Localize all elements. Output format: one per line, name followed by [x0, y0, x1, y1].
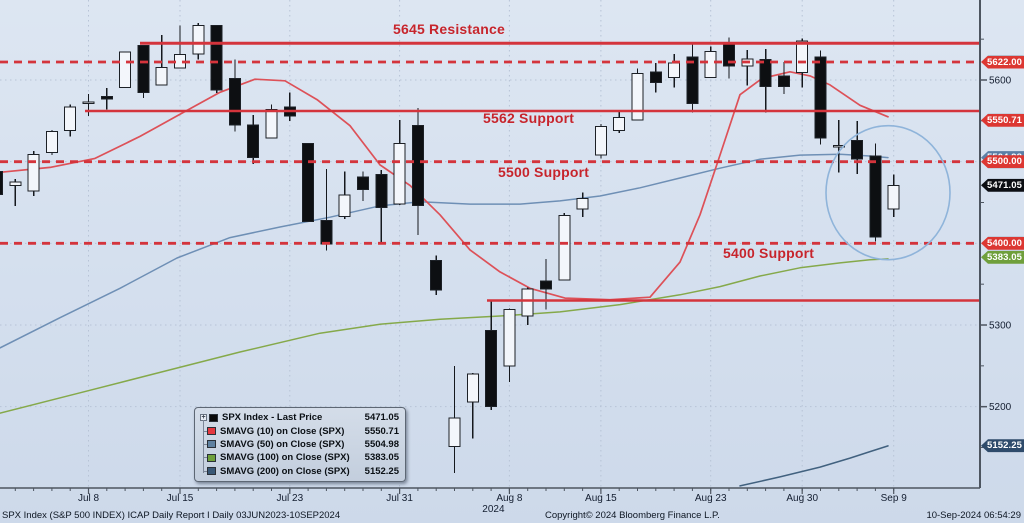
price-badge: 5500.00 [981, 155, 1024, 169]
legend-series-label: SMAVG (10) on Close (SPX) [220, 425, 345, 437]
price-badge: 5152.25 [981, 439, 1024, 453]
support-resistance-lines [0, 41, 980, 302]
legend-tree-connector [203, 443, 207, 445]
price-badge: 5400.00 [981, 236, 1024, 250]
svg-text:Jul 31: Jul 31 [386, 493, 413, 504]
legend-series-value: 5550.71 [364, 425, 399, 437]
legend-row[interactable]: SMAVG (10) on Close (SPX) 5550.71 [200, 424, 399, 437]
svg-text:5600: 5600 [989, 76, 1012, 87]
price-badge: 5383.05 [981, 250, 1024, 264]
annotation-5562-support: 5562 Support [483, 110, 575, 126]
legend-series-value: 5504.98 [364, 438, 399, 450]
svg-text:Jul 23: Jul 23 [276, 493, 303, 504]
chart-legend[interactable]: + SPX Index - Last Price 5471.05 SMAVG (10)… [194, 407, 406, 482]
svg-text:Aug 15: Aug 15 [585, 493, 617, 504]
annotation-5645-resistance: 5645 Resistance [393, 21, 505, 37]
axes [0, 0, 987, 494]
moving-average-lines [0, 70, 889, 487]
series-swatch-icon [207, 427, 216, 436]
legend-tree-connector [203, 470, 207, 472]
svg-text:Sep 9: Sep 9 [881, 493, 908, 504]
svg-text:5300: 5300 [989, 321, 1012, 332]
series-swatch-icon [207, 440, 216, 449]
security-description: SPX Index (S&P 500 INDEX) ICAP Daily Rep… [2, 510, 341, 521]
svg-text:Aug 30: Aug 30 [786, 493, 818, 504]
status-bar: SPX Index (S&P 500 INDEX) ICAP Daily Rep… [0, 507, 1024, 523]
timestamp: 10-Sep-2024 06:54:29 [926, 510, 1021, 521]
annotation-5500-support: 5500 Support [498, 164, 590, 180]
legend-row[interactable]: + SPX Index - Last Price 5471.05 [200, 411, 399, 424]
axis-tick-labels: Jul 8 Jul 15 Jul 23 Jul 31 Aug 8 Aug 15 Aug 23… [78, 76, 1012, 516]
legend-tree-connector [203, 457, 207, 459]
legend-row[interactable]: SMAVG (50) on Close (SPX) 5504.98 [200, 438, 399, 451]
series-swatch-icon [209, 413, 218, 422]
legend-series-label: SMAVG (100) on Close (SPX) [220, 452, 350, 464]
legend-row[interactable]: SMAVG (200) on Close (SPX) 5152.25 [200, 465, 399, 478]
legend-series-label: SPX Index - Last Price [222, 412, 323, 424]
legend-row[interactable]: SMAVG (100) on Close (SPX) 5383.05 [200, 451, 399, 464]
svg-text:2024: 2024 [482, 504, 505, 515]
legend-series-label: SMAVG (200) on Close (SPX) [220, 465, 350, 477]
price-badge: 5622.00 [981, 55, 1024, 69]
price-badge: 5471.05 [981, 178, 1024, 192]
svg-text:Jul 15: Jul 15 [167, 493, 194, 504]
svg-text:Jul 8: Jul 8 [78, 493, 100, 504]
copyright-notice: Copyright© 2024 Bloomberg Finance L.P. [545, 510, 720, 521]
series-swatch-icon [207, 467, 216, 476]
series-swatch-icon [207, 453, 216, 462]
legend-series-label: SMAVG (50) on Close (SPX) [220, 438, 345, 450]
svg-text:5200: 5200 [989, 402, 1012, 413]
ellipse-annotation [825, 124, 951, 261]
annotation-5400-support: 5400 Support [723, 245, 815, 261]
legend-series-value: 5383.05 [364, 452, 399, 464]
svg-text:Aug 23: Aug 23 [695, 493, 727, 504]
legend-rows: + SPX Index - Last Price 5471.05 SMAVG (10)… [200, 411, 399, 478]
svg-text:Aug 8: Aug 8 [496, 493, 523, 504]
price-badge: 5550.71 [981, 113, 1024, 127]
legend-series-value: 5471.05 [364, 412, 399, 424]
legend-tree-line [203, 420, 204, 473]
legend-tree-connector [203, 430, 207, 432]
legend-series-value: 5152.25 [364, 465, 399, 477]
